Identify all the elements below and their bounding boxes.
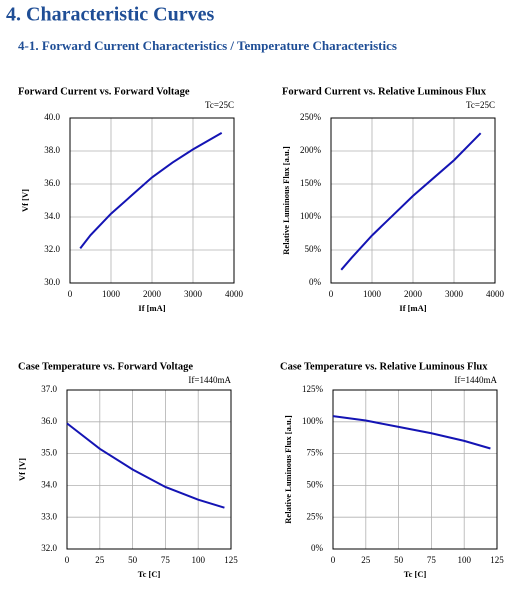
chart-title: Case Temperature vs. Forward Voltage: [18, 361, 193, 372]
x-tick-label: 4000: [486, 289, 505, 299]
x-tick-label: 4000: [225, 289, 244, 299]
chart-title: Forward Current vs. Forward Voltage: [18, 86, 190, 97]
y-tick-label: 38.0: [44, 145, 60, 155]
y-tick-label: 100%: [300, 211, 322, 221]
x-axis-label: Tc [C]: [138, 569, 161, 579]
x-tick-label: 0: [68, 289, 73, 299]
section-title: 4-1. Forward Current Characteristics / T…: [18, 38, 397, 53]
y-tick-label: 33.0: [41, 511, 57, 521]
annotation: Tc=25C: [466, 100, 495, 110]
x-tick-label: 0: [331, 555, 336, 565]
x-tick-label: 100: [457, 555, 471, 565]
y-tick-label: 37.0: [41, 384, 57, 394]
y-tick-label: 50%: [307, 479, 324, 489]
y-tick-label: 36.0: [44, 178, 60, 188]
x-tick-label: 3000: [445, 289, 464, 299]
y-tick-label: 100%: [302, 416, 324, 426]
y-tick-label: 40.0: [44, 112, 60, 122]
y-axis-label: Relative Luminous Flux [a.u.]: [281, 146, 291, 255]
y-tick-label: 34.0: [44, 211, 60, 221]
annotation: If=1440mA: [454, 375, 497, 385]
curve: [79, 131, 223, 249]
x-tick-label: 25: [95, 555, 105, 565]
y-tick-label: 200%: [300, 145, 322, 155]
x-tick-label: 50: [394, 555, 404, 565]
x-tick-label: 75: [427, 555, 437, 565]
page-title: 4. Characteristic Curves: [6, 4, 214, 26]
y-tick-label: 150%: [300, 178, 322, 188]
curve: [332, 415, 491, 450]
y-axis-label: Relative Luminous Flux [a.u.]: [283, 415, 293, 524]
y-tick-label: 75%: [307, 448, 324, 458]
x-tick-label: 2000: [143, 289, 162, 299]
x-axis-label: If [mA]: [399, 303, 426, 313]
y-tick-label: 35.0: [41, 448, 57, 458]
annotation: Tc=25C: [205, 100, 234, 110]
x-tick-label: 125: [224, 555, 238, 565]
x-tick-label: 3000: [184, 289, 203, 299]
x-tick-label: 2000: [404, 289, 423, 299]
y-axis-label: Vf [V]: [20, 189, 30, 212]
curve: [340, 132, 482, 271]
y-tick-label: 34.0: [41, 479, 57, 489]
x-tick-label: 1000: [102, 289, 121, 299]
y-tick-label: 25%: [307, 511, 324, 521]
plot-frame: [332, 389, 498, 550]
y-tick-label: 0%: [309, 277, 322, 287]
y-tick-label: 36.0: [41, 416, 57, 426]
y-tick-label: 30.0: [44, 277, 60, 287]
chart-title: Forward Current vs. Relative Luminous Fl…: [282, 86, 487, 97]
x-tick-label: 125: [490, 555, 504, 565]
plot-frame: [330, 117, 496, 284]
y-tick-label: 50%: [305, 244, 322, 254]
y-tick-label: 32.0: [41, 543, 57, 553]
plot-frame: [69, 117, 235, 284]
annotation: If=1440mA: [188, 375, 231, 385]
y-tick-label: 125%: [302, 384, 324, 394]
x-axis-label: If [mA]: [138, 303, 165, 313]
x-tick-label: 0: [65, 555, 70, 565]
y-tick-label: 250%: [300, 112, 322, 122]
x-tick-label: 25: [361, 555, 371, 565]
x-tick-label: 50: [128, 555, 138, 565]
x-tick-label: 75: [161, 555, 171, 565]
chart-title: Case Temperature vs. Relative Luminous F…: [280, 361, 488, 372]
x-axis-label: Tc [C]: [404, 569, 427, 579]
plot-frame: [66, 389, 232, 550]
y-axis-label: Vf [V]: [17, 458, 27, 481]
curve: [66, 422, 225, 509]
x-tick-label: 1000: [363, 289, 382, 299]
x-tick-label: 0: [329, 289, 334, 299]
y-tick-label: 0%: [311, 543, 324, 553]
x-tick-label: 100: [191, 555, 205, 565]
y-tick-label: 32.0: [44, 244, 60, 254]
